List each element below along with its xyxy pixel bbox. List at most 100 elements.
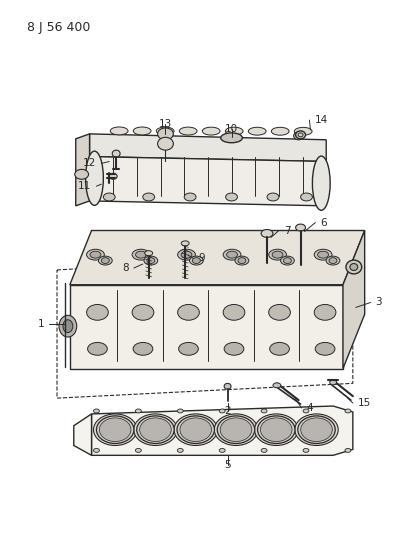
Text: 13: 13 xyxy=(159,119,172,129)
Ellipse shape xyxy=(177,448,183,453)
Text: 8: 8 xyxy=(122,263,129,273)
Ellipse shape xyxy=(214,414,258,446)
Ellipse shape xyxy=(315,342,335,356)
Ellipse shape xyxy=(217,416,255,443)
Ellipse shape xyxy=(300,193,312,201)
Ellipse shape xyxy=(272,251,283,258)
Ellipse shape xyxy=(145,251,153,256)
Text: 1: 1 xyxy=(38,319,44,329)
Ellipse shape xyxy=(227,251,237,258)
Polygon shape xyxy=(70,285,343,368)
Ellipse shape xyxy=(86,151,103,205)
Ellipse shape xyxy=(221,133,243,143)
Ellipse shape xyxy=(112,150,120,157)
Polygon shape xyxy=(91,406,353,455)
Ellipse shape xyxy=(109,173,117,179)
Text: 6: 6 xyxy=(320,217,327,228)
Ellipse shape xyxy=(280,256,294,265)
Ellipse shape xyxy=(132,249,150,260)
Ellipse shape xyxy=(181,251,192,258)
Ellipse shape xyxy=(224,383,231,389)
Ellipse shape xyxy=(99,418,131,441)
Ellipse shape xyxy=(303,409,309,413)
Ellipse shape xyxy=(261,448,267,453)
Ellipse shape xyxy=(110,127,128,135)
Ellipse shape xyxy=(261,409,267,413)
Ellipse shape xyxy=(326,256,340,265)
Text: 7: 7 xyxy=(284,225,290,236)
Ellipse shape xyxy=(87,249,105,260)
Ellipse shape xyxy=(177,409,183,413)
Ellipse shape xyxy=(181,241,189,246)
Text: 12: 12 xyxy=(83,158,97,168)
Ellipse shape xyxy=(158,128,174,140)
Ellipse shape xyxy=(179,127,197,135)
Ellipse shape xyxy=(132,304,154,320)
Ellipse shape xyxy=(178,249,196,260)
Text: 9: 9 xyxy=(198,253,205,263)
Ellipse shape xyxy=(273,383,281,388)
Ellipse shape xyxy=(219,409,225,413)
Ellipse shape xyxy=(87,304,108,320)
Ellipse shape xyxy=(329,257,337,263)
Ellipse shape xyxy=(179,342,198,356)
Ellipse shape xyxy=(147,257,155,263)
Ellipse shape xyxy=(298,416,335,443)
Ellipse shape xyxy=(174,414,217,446)
Ellipse shape xyxy=(270,342,289,356)
Ellipse shape xyxy=(350,263,358,270)
Ellipse shape xyxy=(248,127,266,135)
Ellipse shape xyxy=(87,342,107,356)
Ellipse shape xyxy=(269,249,286,260)
Ellipse shape xyxy=(314,304,336,320)
Ellipse shape xyxy=(294,127,312,135)
Ellipse shape xyxy=(93,409,99,413)
Ellipse shape xyxy=(223,304,245,320)
Text: 2: 2 xyxy=(224,406,231,416)
Ellipse shape xyxy=(295,414,338,446)
Ellipse shape xyxy=(267,193,279,201)
Ellipse shape xyxy=(101,257,109,263)
Ellipse shape xyxy=(140,418,171,441)
Ellipse shape xyxy=(134,414,177,446)
Ellipse shape xyxy=(158,138,174,150)
Text: 15: 15 xyxy=(358,398,371,408)
Polygon shape xyxy=(89,134,326,161)
Ellipse shape xyxy=(257,416,295,443)
Ellipse shape xyxy=(271,127,289,135)
Text: 8 J 56 400: 8 J 56 400 xyxy=(28,21,91,35)
Polygon shape xyxy=(76,134,89,206)
Polygon shape xyxy=(343,230,365,368)
Ellipse shape xyxy=(93,448,99,453)
Ellipse shape xyxy=(156,127,174,135)
Ellipse shape xyxy=(202,127,220,135)
Ellipse shape xyxy=(133,342,153,356)
Ellipse shape xyxy=(225,127,243,135)
Ellipse shape xyxy=(296,224,306,231)
Ellipse shape xyxy=(261,418,292,441)
Text: 3: 3 xyxy=(375,297,382,308)
Ellipse shape xyxy=(103,193,115,201)
Ellipse shape xyxy=(144,256,158,265)
Ellipse shape xyxy=(136,251,146,258)
Text: 5: 5 xyxy=(224,460,231,470)
Text: 11: 11 xyxy=(78,181,91,191)
Ellipse shape xyxy=(219,448,225,453)
Ellipse shape xyxy=(235,256,249,265)
Ellipse shape xyxy=(312,156,330,211)
Ellipse shape xyxy=(345,409,351,413)
Ellipse shape xyxy=(75,169,89,179)
Polygon shape xyxy=(70,230,365,285)
Text: 4: 4 xyxy=(306,403,313,413)
Ellipse shape xyxy=(303,448,309,453)
Ellipse shape xyxy=(178,304,200,320)
Ellipse shape xyxy=(294,132,304,140)
Ellipse shape xyxy=(177,416,214,443)
Ellipse shape xyxy=(261,230,273,237)
Ellipse shape xyxy=(223,249,241,260)
Ellipse shape xyxy=(318,251,328,258)
Ellipse shape xyxy=(135,409,141,413)
Ellipse shape xyxy=(283,257,291,263)
Ellipse shape xyxy=(135,448,141,453)
Ellipse shape xyxy=(269,304,290,320)
